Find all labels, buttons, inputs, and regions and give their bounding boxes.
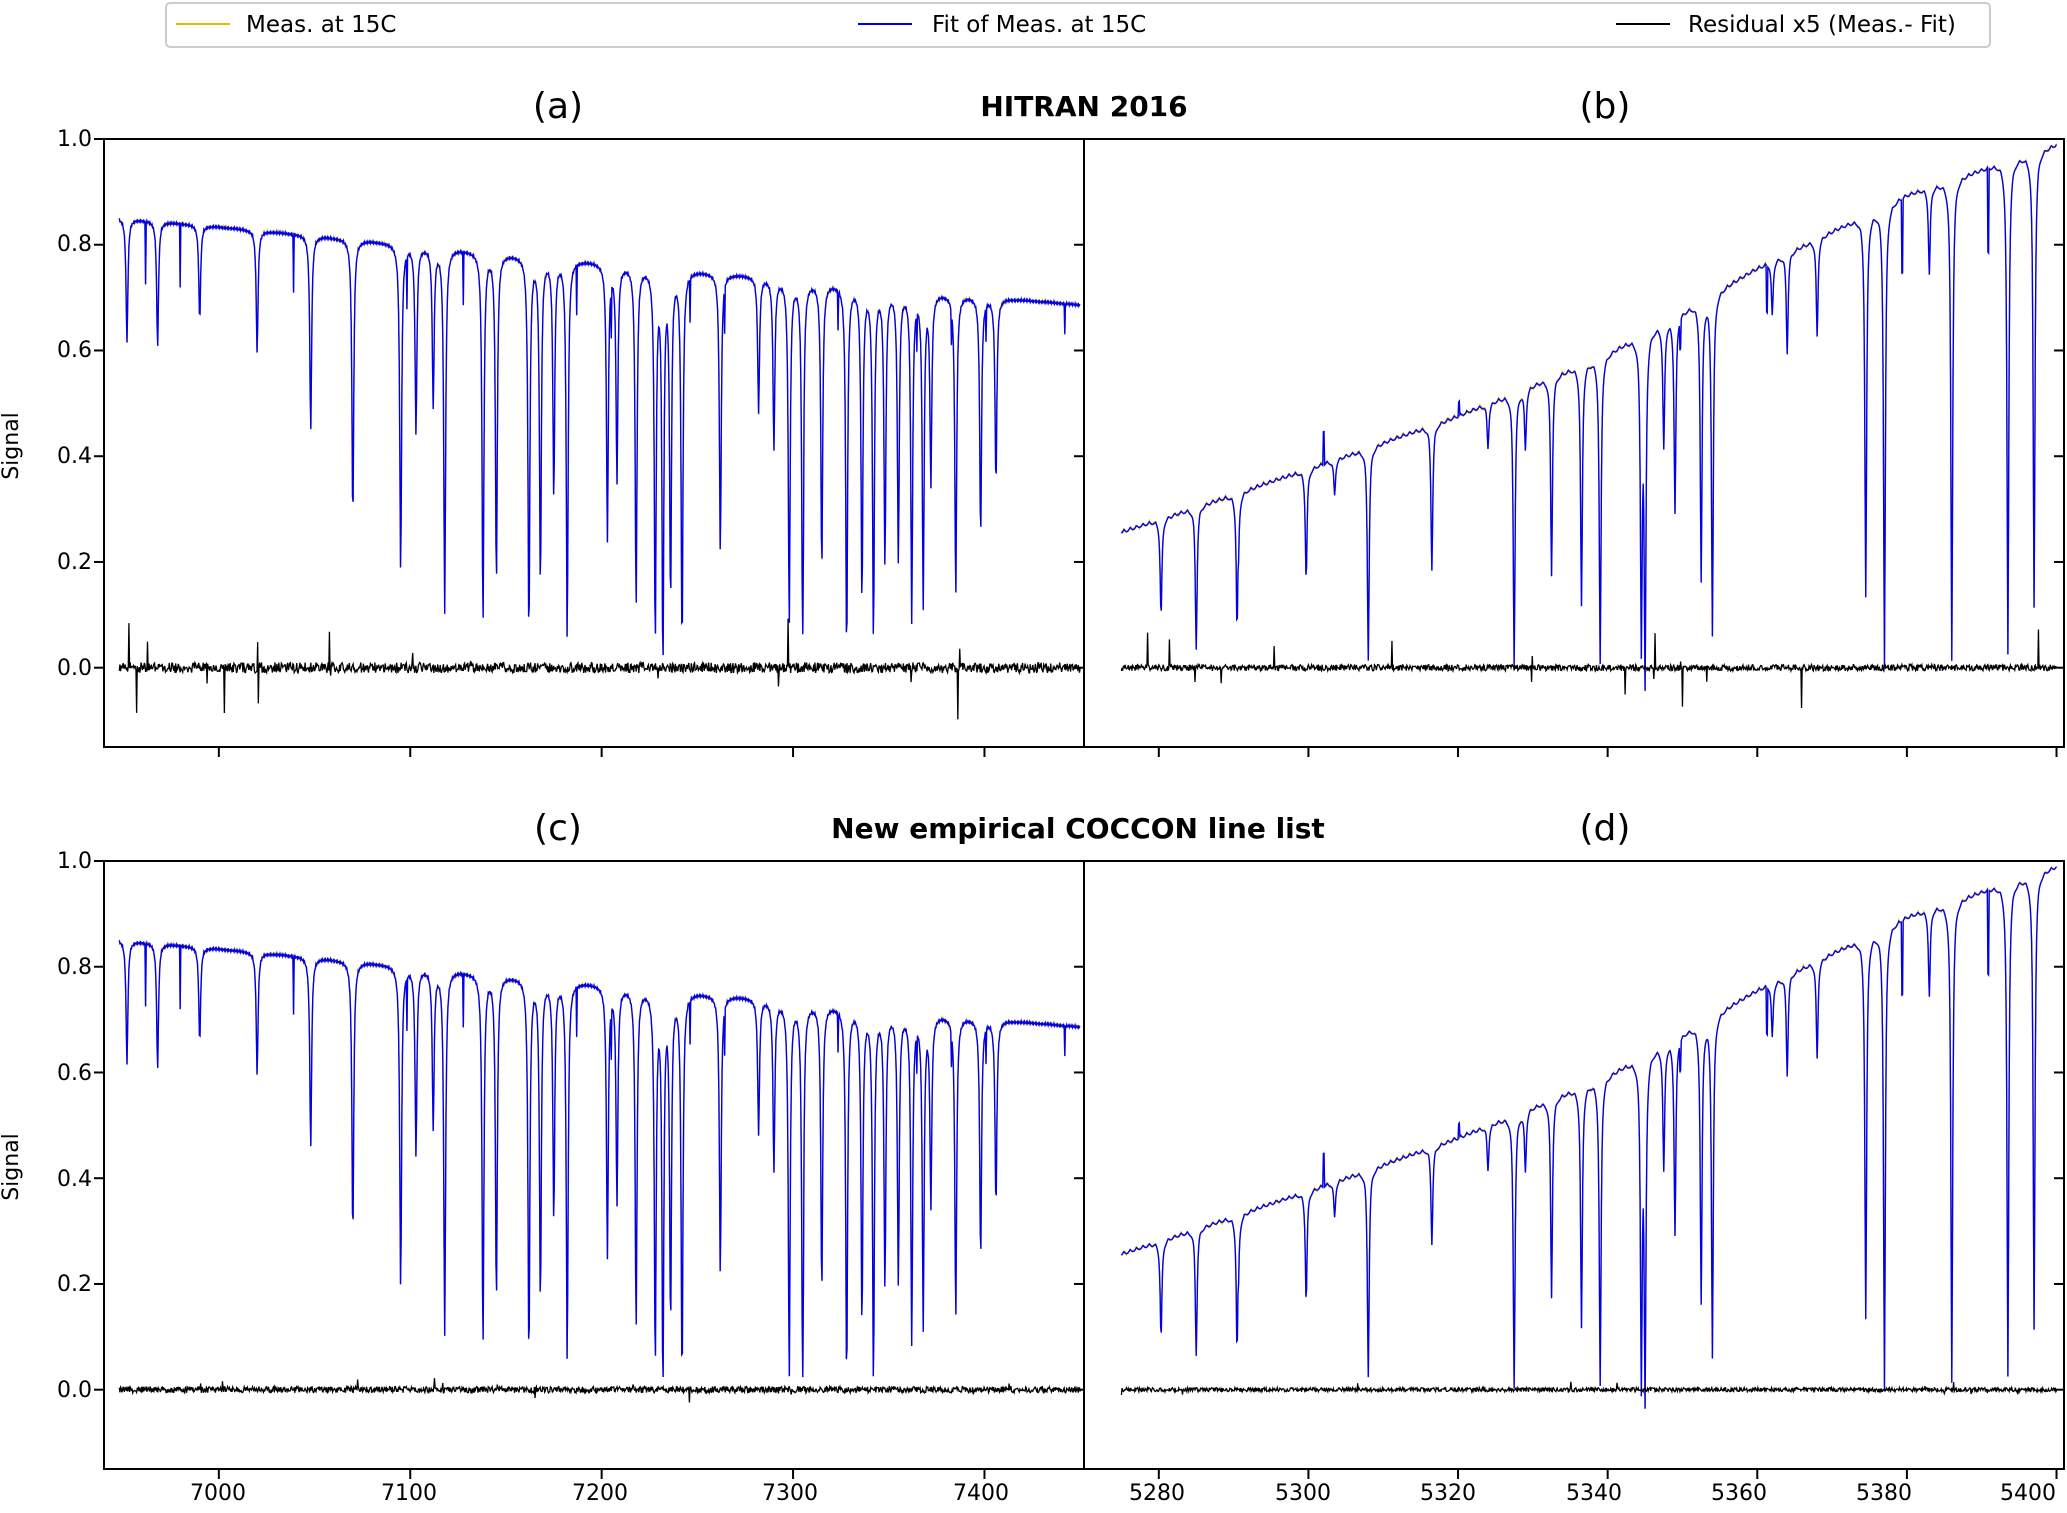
x-tick-label: 7100 (381, 1481, 437, 1506)
panel-b (1074, 138, 2065, 757)
x-tick-label: 5380 (1856, 1481, 1912, 1506)
series-residual-line (1120, 629, 2058, 708)
y-tick-label: 0.6 (57, 1061, 92, 1086)
legend: Meas. at 15C Fit of Meas. at 15C Residua… (165, 2, 1991, 48)
legend-frame (165, 2, 1991, 48)
series-residual-line (1120, 1381, 2058, 1396)
axes-frame (103, 138, 1085, 748)
series-fit-line (1120, 866, 2058, 1409)
x-tick-label: 7400 (953, 1481, 1009, 1506)
y-tick-labels-top: 1.0 0.8 0.6 0.4 0.2 0.0 (57, 127, 92, 681)
y-tick-label: 0.8 (57, 955, 92, 980)
x-tick-label: 5340 (1566, 1481, 1622, 1506)
legend-label-meas: Meas. at 15C (246, 12, 396, 38)
y-tick-label: 0.4 (57, 1167, 92, 1192)
panel-label-d: (d) (1580, 808, 1631, 849)
x-tick-label: 5360 (1711, 1481, 1767, 1506)
row-title-top: HITRAN 2016 (980, 90, 1187, 123)
series-fit-line (1120, 144, 2058, 691)
panel-label-a: (a) (533, 86, 583, 127)
y-tick-label: 0.2 (57, 550, 92, 575)
x-tick-label: 5300 (1275, 1481, 1331, 1506)
y-tick-label: 0.8 (57, 232, 92, 257)
x-tick-label: 5320 (1420, 1481, 1476, 1506)
axes-frame (1083, 860, 2065, 1470)
y-tick-label: 0.2 (57, 1272, 92, 1297)
x-tick-labels-right: 5280 5300 5320 5340 5360 5380 5400 (1129, 1481, 2056, 1506)
series-residual-line (118, 618, 1081, 720)
x-tick-label: 7000 (190, 1481, 246, 1506)
y-tick-label: 1.0 (57, 849, 92, 874)
axes-frame (103, 860, 1085, 1470)
series-meas-line (1120, 143, 2058, 691)
panel-a (94, 138, 1085, 757)
y-tick-label: 0.0 (57, 1378, 92, 1403)
series-fit-line (118, 939, 1081, 1378)
series-residual-line (118, 1378, 1081, 1403)
legend-label-residual: Residual x5 (Meas.- Fit) (1688, 12, 1956, 38)
x-tick-labels-left: 7000 7100 7200 7300 7400 (190, 1481, 1009, 1506)
series-fit-line (118, 217, 1081, 656)
y-axis-label-bottom: Signal (0, 1133, 24, 1201)
x-tick-label: 7200 (572, 1481, 628, 1506)
panel-c (94, 860, 1085, 1479)
legend-label-fit: Fit of Meas. at 15C (932, 12, 1146, 38)
y-axis-label-top: Signal (0, 412, 24, 480)
row-title-bottom: New empirical COCCON line list (831, 812, 1325, 845)
y-tick-label: 0.4 (57, 444, 92, 469)
panel-label-b: (b) (1580, 86, 1631, 127)
y-tick-label: 0.6 (57, 338, 92, 363)
y-tick-label: 0.0 (57, 656, 92, 681)
x-tick-label: 5280 (1129, 1481, 1185, 1506)
panel-d (1074, 860, 2065, 1479)
x-tick-label: 5400 (2000, 1481, 2056, 1506)
series-meas-line (118, 217, 1081, 656)
y-tick-label: 1.0 (57, 127, 92, 152)
series-meas-line (1120, 865, 2057, 1409)
series-meas-line (118, 939, 1081, 1377)
y-tick-labels-bottom: 1.0 0.8 0.6 0.4 0.2 0.0 (57, 849, 92, 1403)
axes-frame (1083, 138, 2065, 748)
panel-label-c: (c) (534, 808, 582, 849)
x-tick-label: 7300 (762, 1481, 818, 1506)
